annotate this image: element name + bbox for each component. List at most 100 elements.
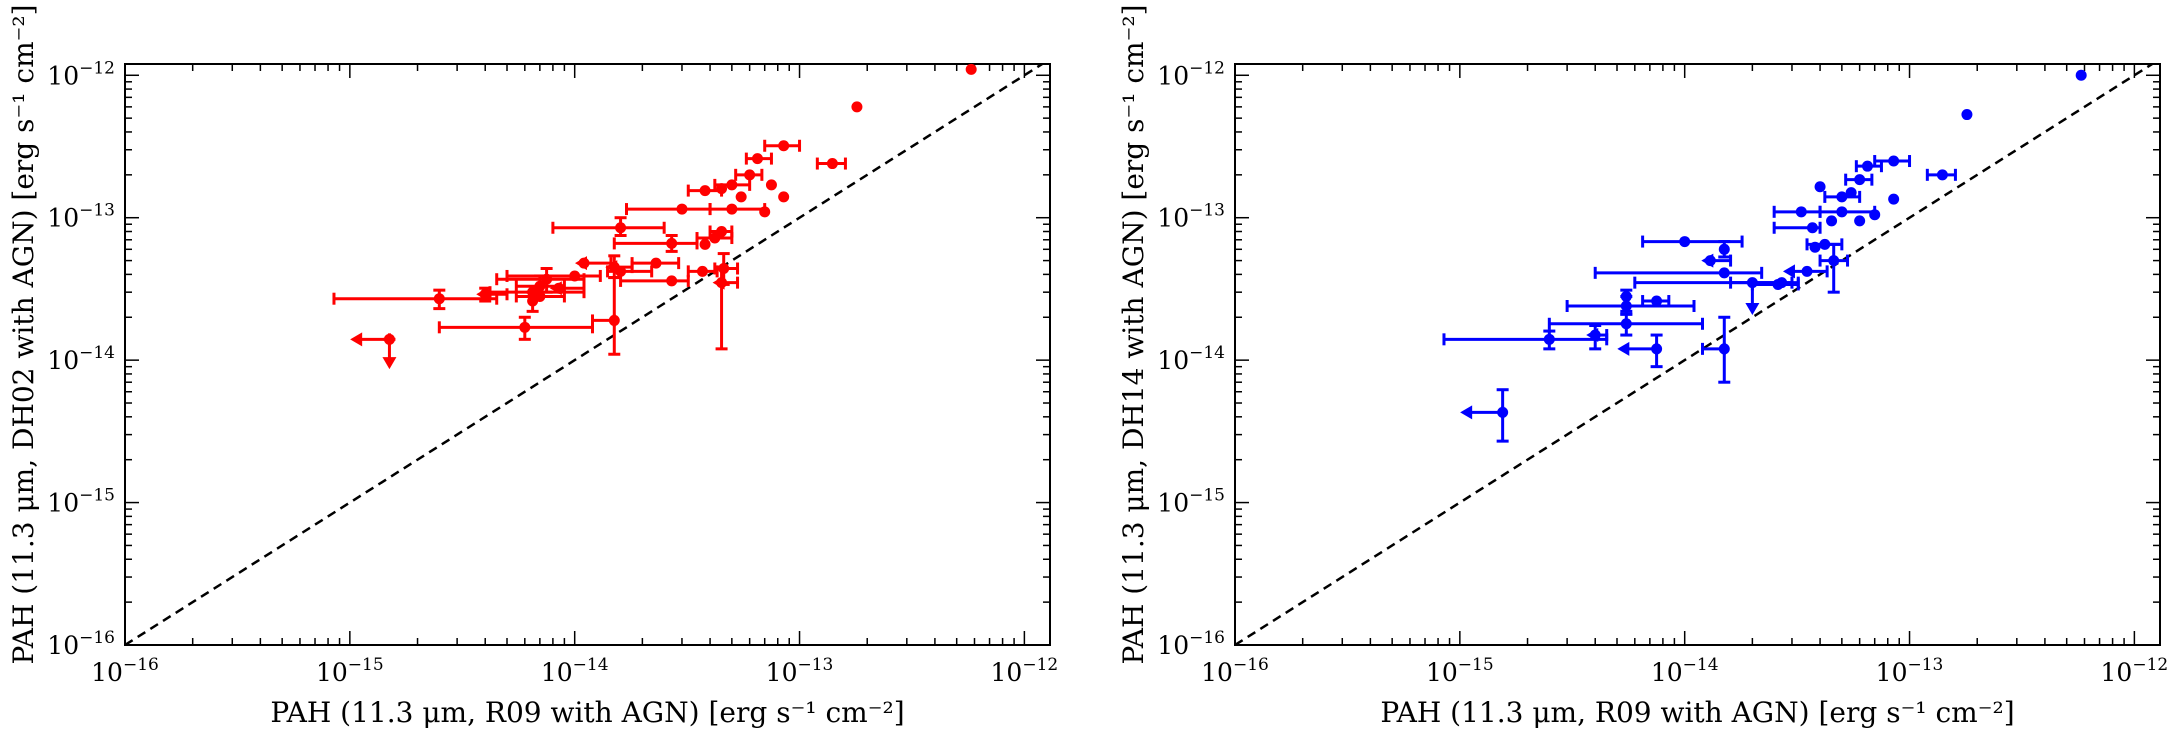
right-panel: 10−16 10−15 10−14 10−13 10−1210−1610−1510−14… [1117, 4, 2168, 729]
data-point [1814, 181, 1826, 193]
y-tick-label: 10−12 [47, 58, 115, 90]
x-tick-exponent: −13 [1907, 655, 1943, 675]
data-point [1861, 160, 1873, 172]
data-point [1936, 169, 1948, 181]
y-tick-exponent: −16 [79, 628, 115, 648]
data-point [826, 158, 838, 170]
x-tick-exponent: −14 [573, 655, 609, 675]
data-point [615, 265, 627, 277]
left-panel: 10−16 10−15 10−14 10−13 10−1210−1610−1510−14… [7, 4, 1058, 729]
data-point [650, 257, 662, 269]
data-points [1442, 69, 2087, 443]
plot-frame [1234, 63, 2161, 646]
x-tick-mantissa: 10 [1651, 658, 1683, 687]
x-tick-exponent: −14 [1683, 655, 1719, 675]
data-point [1651, 343, 1663, 355]
x-tick-mantissa: 10 [1201, 658, 1233, 687]
x-tick-mantissa: 10 [1876, 658, 1908, 687]
x-upper-limit-arrow [1617, 341, 1630, 356]
y-tick-label: 10−15 [47, 486, 115, 518]
data-point [1828, 255, 1840, 267]
y-tick-exponent: −12 [1189, 58, 1225, 78]
x-tick-label: 10−13 [1876, 655, 1944, 687]
x-tick-exponent: −16 [1233, 655, 1269, 675]
data-point [1819, 238, 1831, 250]
data-point [666, 237, 678, 249]
y-tick-label: 10−13 [1157, 201, 1225, 233]
data-point [716, 183, 728, 195]
y-tick-mantissa: 10 [47, 489, 79, 518]
data-point [1772, 278, 1784, 290]
y-tick-label: 10−12 [1157, 58, 1225, 90]
y-tick-exponent: −14 [1189, 343, 1225, 363]
data-point [1718, 243, 1730, 255]
y-tick-label: 10−14 [1157, 343, 1225, 375]
y-tick-exponent: −16 [1189, 628, 1225, 648]
data-point [433, 293, 445, 305]
x-tick-mantissa: 10 [316, 658, 348, 687]
data-point [1620, 300, 1632, 312]
x-upper-limit-arrow [350, 332, 363, 347]
y-tick-mantissa: 10 [47, 631, 79, 660]
data-point [778, 140, 790, 152]
data-point [851, 101, 863, 113]
data-point [2075, 69, 2087, 81]
data-point [1845, 187, 1857, 199]
y-tick-mantissa: 10 [1157, 489, 1189, 518]
data-point [1961, 109, 1973, 121]
y-tick-mantissa: 10 [47, 61, 79, 90]
data-point [1869, 209, 1881, 221]
data-point [716, 277, 728, 289]
x-tick-label: 10−16 [1201, 655, 1269, 687]
y-tick-mantissa: 10 [47, 346, 79, 375]
y-tick-exponent: −13 [1189, 201, 1225, 221]
data-point [479, 288, 491, 300]
data-point [1620, 318, 1632, 330]
y-tick-mantissa: 10 [47, 204, 79, 233]
data-point [1795, 206, 1807, 218]
x-tick-label: 10−15 [316, 655, 384, 687]
x-tick-mantissa: 10 [91, 658, 123, 687]
y-tick-mantissa: 10 [1157, 346, 1189, 375]
data-point [709, 232, 721, 244]
y-upper-limit-arrow [382, 357, 397, 370]
data-point [1888, 193, 1900, 205]
x-upper-limit-arrow [1460, 405, 1473, 420]
data-point [1497, 406, 1509, 418]
x-tick-exponent: −12 [2132, 655, 2168, 675]
data-point [578, 257, 590, 269]
x-tick-mantissa: 10 [766, 658, 798, 687]
data-point [751, 153, 763, 165]
x-tick-exponent: −12 [1022, 655, 1058, 675]
y-tick-label: 10−16 [47, 628, 115, 660]
data-point [699, 185, 711, 197]
data-point [759, 206, 771, 218]
data-point [1801, 265, 1813, 277]
data-point [1826, 215, 1838, 227]
y-axis-label: PAH (11.3 μm, DH02 with AGN) [erg s⁻¹ cm… [7, 4, 40, 664]
x-tick-exponent: −15 [1458, 655, 1494, 675]
one-to-one-line [1235, 64, 2155, 645]
x-tick-exponent: −15 [348, 655, 384, 675]
data-point [666, 275, 678, 287]
data-point [696, 265, 708, 277]
data-point [1888, 155, 1900, 167]
y-tick-label: 10−14 [47, 343, 115, 375]
x-tick-mantissa: 10 [991, 658, 1023, 687]
y-tick-mantissa: 10 [1157, 204, 1189, 233]
data-point [765, 179, 777, 191]
data-point [1854, 174, 1866, 186]
data-point [527, 295, 539, 307]
data-point [615, 222, 627, 234]
y-tick-exponent: −12 [79, 58, 115, 78]
x-tick-label: 10−14 [1651, 655, 1719, 687]
data-point [778, 191, 790, 203]
x-tick-label: 10−16 [91, 655, 159, 687]
x-tick-label: 10−14 [541, 655, 609, 687]
y-tick-label: 10−13 [47, 201, 115, 233]
y-tick-exponent: −14 [79, 343, 115, 363]
x-tick-label: 10−13 [766, 655, 834, 687]
data-point [699, 238, 711, 250]
x-tick-exponent: −13 [797, 655, 833, 675]
